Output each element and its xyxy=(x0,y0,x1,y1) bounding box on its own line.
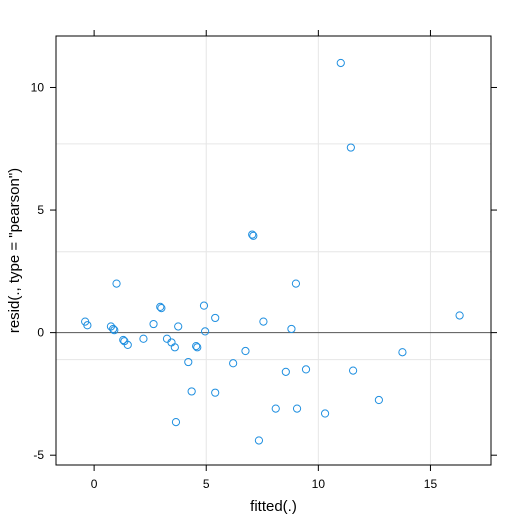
data-point xyxy=(254,436,264,445)
data-point xyxy=(374,395,383,405)
data-point xyxy=(259,317,268,326)
data-point xyxy=(271,404,280,413)
data-point xyxy=(112,279,121,288)
y-tick-label: 0 xyxy=(37,326,44,340)
data-point xyxy=(171,418,181,427)
tick-labels: 0 5 10 15 -5 0 5 10 xyxy=(31,80,438,491)
data-point xyxy=(139,334,148,343)
data-point xyxy=(211,313,220,323)
data-point xyxy=(157,304,166,313)
data-point xyxy=(109,324,118,334)
data-point xyxy=(292,404,302,413)
data-point xyxy=(119,335,128,345)
data-point xyxy=(291,279,301,288)
data-point xyxy=(301,365,311,374)
data-point xyxy=(320,409,330,418)
data-point xyxy=(287,324,296,334)
data-point xyxy=(248,230,257,239)
data-point xyxy=(229,359,238,368)
data-point xyxy=(241,346,250,356)
data-point xyxy=(193,343,202,352)
data-point xyxy=(192,342,201,351)
x-tick-label: 5 xyxy=(203,477,210,491)
data-point xyxy=(187,387,196,396)
y-axis-title: resid(., type = "pearson") xyxy=(6,168,23,333)
data-point xyxy=(211,388,220,397)
data-point xyxy=(156,302,165,311)
x-axis-title: fitted(.) xyxy=(250,498,297,515)
data-point xyxy=(83,321,92,330)
data-point xyxy=(398,348,407,357)
data-point xyxy=(170,343,179,352)
data-point xyxy=(110,326,119,335)
x-tick-label: 15 xyxy=(424,477,438,491)
data-point xyxy=(336,58,345,68)
data-point xyxy=(199,301,209,310)
grid-lines xyxy=(56,36,491,465)
data-point xyxy=(162,334,172,343)
y-tick-label: 10 xyxy=(31,80,45,94)
y-tick-label: -5 xyxy=(33,448,44,462)
data-point xyxy=(249,231,258,240)
data-point xyxy=(346,143,355,152)
panel-border xyxy=(55,35,492,466)
data-point xyxy=(123,340,132,349)
x-tick-label: 0 xyxy=(91,477,98,491)
data-point xyxy=(201,327,210,336)
data-point xyxy=(455,311,464,320)
data-point xyxy=(349,366,358,375)
data-point xyxy=(184,357,193,367)
data-points xyxy=(81,58,464,445)
data-point xyxy=(281,367,290,376)
data-point xyxy=(167,338,176,347)
data-point xyxy=(149,319,158,329)
data-point xyxy=(174,322,183,331)
y-tick-label: 5 xyxy=(37,203,44,217)
axis-ticks xyxy=(50,30,497,471)
x-tick-label: 10 xyxy=(312,477,326,491)
